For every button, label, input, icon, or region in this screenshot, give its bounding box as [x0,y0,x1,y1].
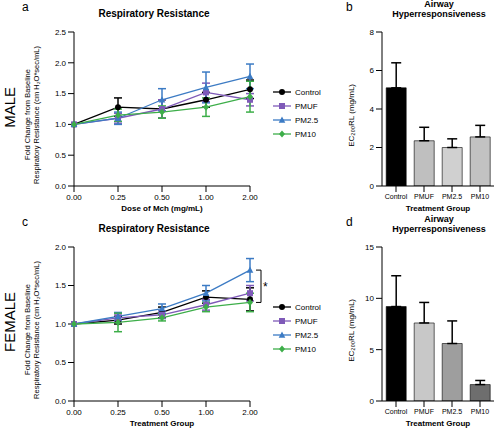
svg-text:8: 8 [370,28,375,37]
html-text:PM10: PM10 [295,344,316,354]
svg-text:2.0: 2.0 [55,59,67,68]
html-text:Respiratory Resistance: Respiratory Resistance [98,8,210,19]
svg-text:0: 0 [370,397,375,406]
html-text:PMUF: PMUF [295,101,318,111]
svg-text:0.50: 0.50 [154,408,170,417]
svg-text:2.5: 2.5 [55,28,67,37]
svg-text:PM2.5: PM2.5 [442,408,462,415]
svg-text:4: 4 [370,105,375,114]
svg-text:1.00: 1.00 [198,408,214,417]
svg-text:0.0: 0.0 [55,397,67,406]
html-text:Treatment Group: Treatment Group [129,419,195,428]
svg-text:1.0: 1.0 [55,120,67,129]
svg-text:0.00: 0.00 [66,193,82,202]
html-text:PM10: PM10 [295,129,316,139]
svg-text:PMUF: PMUF [414,408,434,415]
svg-text:2.0: 2.0 [55,243,67,252]
html-text:Treatment Group: Treatment Group [405,204,471,213]
html-text:EC₂₀₀RL (mg/mL): EC₂₀₀RL (mg/mL) [347,298,357,362]
html-text:EC₂₀₀RL (mg/mL): EC₂₀₀RL (mg/mL) [347,83,357,147]
svg-text:0.0: 0.0 [55,182,67,191]
html-text:FEMALE: FEMALE [1,292,19,353]
svg-text:Control: Control [385,408,408,415]
svg-text:1.0: 1.0 [55,320,67,329]
html-text:Respiratory Resistance (cm H₂O: Respiratory Resistance (cm H₂O*sec/mL) [32,46,41,184]
svg-text:5: 5 [370,346,375,355]
html-text:c: c [22,215,28,229]
svg-text:PM10: PM10 [471,408,489,415]
html-text:Respiratory Resistance: Respiratory Resistance [98,223,210,234]
svg-text:15: 15 [365,243,374,252]
svg-text:2.00: 2.00 [242,408,258,417]
svg-text:0.00: 0.00 [66,408,82,417]
svg-text:PMUF: PMUF [414,193,434,200]
html-text:a: a [22,0,29,14]
html-text:Control: Control [295,302,321,312]
svg-text:0.50: 0.50 [154,193,170,202]
html-text:Airway Hyperresponsiveness: Airway Hyperresponsiveness [392,0,486,19]
html-text:PMUF: PMUF [295,316,318,326]
html-text:Dose of Mch (mg/mL): Dose of Mch (mg/mL) [121,204,203,213]
html-text:Treatment Group: Treatment Group [405,419,471,428]
html-text:PM2.5: PM2.5 [295,330,319,340]
svg-text:1.00: 1.00 [198,193,214,202]
svg-text:2: 2 [370,143,375,152]
svg-text:1.5: 1.5 [55,89,67,98]
svg-text:Control: Control [385,193,408,200]
svg-text:6: 6 [370,66,375,75]
svg-text:1.5: 1.5 [55,281,67,290]
svg-text:*: * [263,280,268,294]
html-text:b: b [346,0,353,14]
html-text:Fold Change from Baseline: Fold Change from Baseline [23,69,33,161]
svg-text:PM10: PM10 [471,193,489,200]
svg-text:0.25: 0.25 [110,408,126,417]
html-text:Control: Control [295,87,321,97]
svg-text:10: 10 [365,294,374,303]
svg-text:2.00: 2.00 [242,193,258,202]
html-text:Fold Change from Baseline: Fold Change from Baseline [23,284,33,376]
html-text:MALE: MALE [1,87,19,128]
svg-text:0.25: 0.25 [110,193,126,202]
svg-text:0: 0 [370,182,375,191]
html-text:d: d [346,215,353,229]
svg-text:0.5: 0.5 [55,151,67,160]
html-text:PM2.5: PM2.5 [295,115,319,125]
html-text:Respiratory Resistance (cm H₂O: Respiratory Resistance (cm H₂O*sec/mL) [32,261,41,399]
svg-text:0.5: 0.5 [55,358,67,367]
html-text:Airway Hyperresponsiveness: Airway Hyperresponsiveness [392,214,486,234]
svg-text:PM2.5: PM2.5 [442,193,462,200]
